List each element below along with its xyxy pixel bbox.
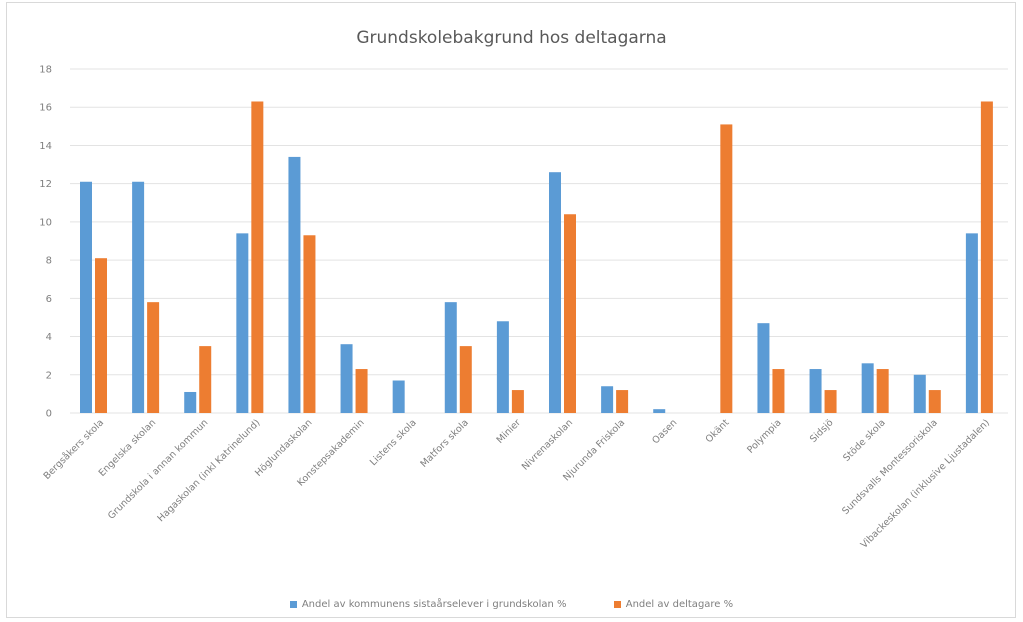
y-tick-label: 8	[46, 256, 52, 267]
bar-series-2	[251, 101, 264, 413]
x-category-label: Nivrenaskolan	[520, 417, 575, 472]
bar-series-1	[496, 321, 509, 413]
bar-series-1	[288, 156, 301, 413]
bar-series-2	[980, 101, 993, 413]
bar-series-1	[392, 380, 405, 413]
x-category-label: Okänt	[704, 417, 732, 445]
bar-series-1	[444, 302, 457, 413]
x-category-label: Sidsjö	[808, 417, 836, 445]
bar-series-1	[757, 323, 770, 413]
chart-frame	[6, 2, 1016, 618]
y-tick-label: 2	[46, 370, 52, 381]
x-category-label: Grundskola i annan kommun	[106, 417, 210, 521]
bar-series-2	[303, 235, 316, 413]
bar-series-1	[236, 233, 249, 413]
x-category-label: Oasen	[650, 417, 679, 446]
bar-series-2	[616, 390, 629, 413]
bar-series-2	[95, 258, 107, 413]
bar-series-2	[564, 214, 576, 413]
legend-item-series-2: Andel av deltagare %	[613, 599, 734, 610]
bar-series-2	[199, 346, 212, 413]
bar-series-2	[824, 390, 837, 413]
x-category-label: Stöde skola	[841, 417, 888, 464]
x-category-label: Minier	[495, 417, 524, 446]
legend-item-series-1: Andel av kommunens sistaårselever i grun…	[289, 599, 567, 610]
legend: Andel av kommunens sistaårselever i grun…	[0, 599, 1023, 610]
bar-series-1	[861, 363, 874, 413]
bar-series-1	[653, 409, 666, 413]
y-tick-label: 14	[39, 141, 52, 152]
y-tick-label: 12	[39, 179, 52, 190]
bar-series-2	[459, 346, 472, 413]
legend-label-series-2: Andel av deltagare %	[625, 599, 734, 610]
bar-series-1	[549, 172, 561, 413]
x-category-label: Listens skola	[368, 417, 419, 468]
y-tick-label: 16	[39, 103, 52, 114]
bar-series-2	[511, 390, 524, 413]
chart-title: Grundskolebakgrund hos deltagarna	[356, 28, 667, 48]
x-category-label: Hagaskolan (inkl Katrinelund)	[156, 417, 263, 524]
bar-series-1	[965, 233, 978, 413]
y-tick-label: 10	[39, 217, 52, 228]
x-category-label: Polympia	[745, 417, 783, 455]
bar-series-2	[928, 390, 941, 413]
legend-label-series-1: Andel av kommunens sistaårselever i grun…	[301, 599, 567, 610]
y-tick-label: 6	[46, 294, 52, 305]
y-tick-label: 18	[39, 65, 52, 76]
bar-series-2	[720, 124, 733, 413]
x-category-label: Matfors skola	[418, 417, 470, 469]
bar-series-1	[601, 386, 614, 413]
y-tick-label: 0	[46, 409, 52, 420]
bar-series-2	[355, 369, 368, 413]
bar-series-1	[80, 181, 92, 413]
x-category-label: Sundsvalls Montessoriskola	[840, 417, 940, 517]
bar-series-1	[809, 369, 822, 413]
bar-series-1	[913, 374, 926, 413]
bar-series-2	[876, 369, 889, 413]
bar-series-1	[132, 181, 145, 413]
bar-series-2	[772, 369, 785, 413]
bar-series-2	[147, 302, 160, 413]
bar-series-1	[340, 344, 353, 413]
y-tick-label: 4	[46, 332, 52, 343]
legend-swatch-series-1	[289, 600, 297, 608]
bar-series-1	[184, 391, 197, 413]
legend-swatch-series-2	[613, 600, 621, 608]
